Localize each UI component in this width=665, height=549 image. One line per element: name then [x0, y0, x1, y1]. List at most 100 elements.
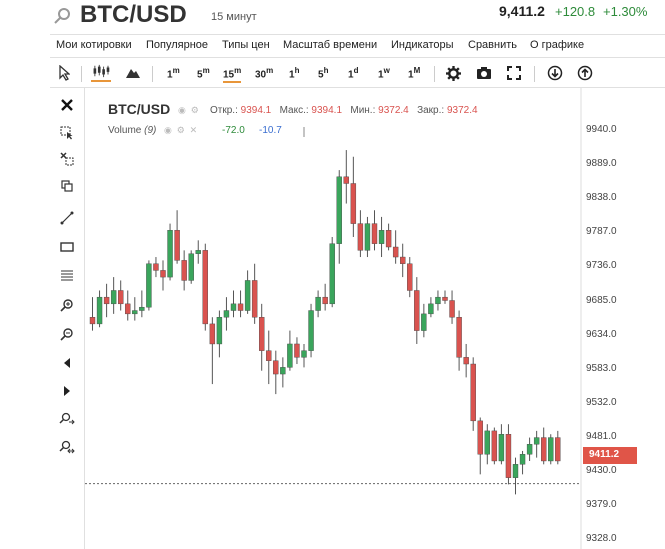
menu-price-types[interactable]: Типы цен — [222, 39, 270, 51]
candles-icon[interactable] — [91, 64, 111, 82]
interval-5m[interactable]: 5m — [197, 66, 210, 81]
interval-1w[interactable]: 1w — [378, 66, 390, 81]
horizontal-lines-icon[interactable] — [58, 266, 76, 284]
settings-gear-icon[interactable] — [446, 66, 461, 81]
search-icon[interactable] — [52, 6, 74, 26]
candle — [301, 343, 307, 368]
menu-time-scale[interactable]: Масштаб времени — [283, 39, 378, 51]
interval-1m[interactable]: 1m — [167, 66, 180, 81]
area-chart-icon[interactable] — [125, 67, 141, 79]
current-price-tag: 9411.2 — [583, 447, 637, 464]
candle — [329, 236, 335, 308]
candle — [470, 357, 476, 431]
candle — [146, 260, 152, 311]
volume-controls-icon[interactable]: ◉ ⚙ ✕ — [164, 125, 198, 136]
rectangle-tool-icon[interactable] — [58, 238, 76, 256]
interval-1d[interactable]: 1d — [348, 66, 359, 81]
copy-icon[interactable] — [58, 177, 76, 195]
candle — [512, 457, 519, 495]
interval-30m[interactable]: 30m — [255, 66, 274, 81]
chart-toolbar: 1m 5m 15m 30m 1h 5h 1d 1w 1M — [50, 60, 665, 88]
candle — [280, 357, 286, 388]
scroll-right-icon[interactable] — [58, 382, 76, 400]
select-tool-icon[interactable] — [58, 124, 76, 142]
cursor-icon[interactable] — [58, 65, 70, 81]
price-change-percent: +1.30% — [603, 4, 648, 19]
candle — [125, 290, 131, 321]
candle — [392, 230, 399, 264]
menu-popular[interactable]: Популярное — [146, 39, 209, 51]
candle — [273, 350, 279, 395]
y-tick-label: 9787.0 — [586, 226, 617, 238]
candle — [414, 277, 420, 344]
scroll-left-icon[interactable] — [58, 354, 76, 372]
candle — [519, 450, 526, 475]
y-tick-label: 9685.0 — [586, 294, 617, 306]
candle — [548, 434, 554, 465]
candle — [315, 290, 321, 318]
close-icon[interactable] — [58, 96, 76, 114]
candle — [96, 290, 103, 328]
chart-menu: Мои котировки Популярное Типы цен Масшта… — [50, 34, 665, 58]
candle — [357, 210, 364, 258]
delete-drawings-icon[interactable] — [58, 150, 76, 168]
candle — [259, 303, 265, 371]
candle — [202, 243, 209, 331]
zoom-out-icon[interactable] — [58, 325, 76, 343]
interval-5h[interactable]: 5h — [318, 66, 329, 81]
candle — [442, 290, 448, 304]
candle — [195, 240, 201, 264]
candle — [139, 290, 145, 318]
candle — [167, 223, 173, 281]
volume-value-2: -10.7 — [259, 125, 282, 136]
volume-label: Volume — [108, 125, 142, 136]
candle — [456, 310, 462, 371]
close-value: 9372.4 — [446, 105, 478, 116]
y-tick-label: 9532.0 — [586, 396, 617, 408]
interval-1M[interactable]: 1M — [408, 66, 421, 81]
candle — [103, 283, 110, 318]
upload-icon[interactable] — [577, 65, 593, 81]
candle — [132, 297, 138, 321]
candle — [407, 257, 413, 298]
volume-legend: Volume (9) — [108, 125, 156, 136]
candle — [209, 317, 216, 385]
download-icon[interactable] — [547, 65, 563, 81]
zoom-in-icon[interactable] — [58, 296, 76, 314]
candle — [237, 290, 244, 318]
candle — [533, 430, 540, 458]
volume-divider-icon — [303, 127, 305, 137]
pair-title: BTC/USD — [80, 1, 187, 28]
interval-15m[interactable]: 15m — [223, 66, 242, 84]
candle — [463, 343, 469, 378]
legend-visibility-icon[interactable]: ◉ ⚙ — [178, 105, 199, 116]
menu-compare[interactable]: Сравнить — [468, 39, 518, 51]
camera-icon[interactable] — [476, 66, 492, 80]
trend-line-icon[interactable] — [58, 209, 76, 227]
candle — [117, 280, 124, 311]
candle — [526, 437, 533, 461]
y-tick-label: 9328.0 — [586, 533, 617, 545]
y-tick-label: 9379.0 — [586, 499, 617, 511]
volume-value-1: -72.0 — [222, 125, 245, 136]
zoom-reset-icon[interactable] — [58, 410, 76, 428]
legend-symbol: BTC/USD — [108, 101, 171, 117]
high-value: 9394.1 — [311, 105, 343, 116]
candle — [491, 427, 498, 465]
candle — [230, 290, 237, 318]
y-tick-label: 9583.0 — [586, 362, 617, 374]
fullscreen-icon[interactable] — [507, 66, 521, 80]
menu-about-chart[interactable]: О графике — [530, 39, 585, 51]
candle — [343, 150, 349, 204]
candle — [378, 216, 385, 258]
interval-1h[interactable]: 1h — [289, 66, 300, 81]
low-label: Мин.: — [350, 105, 376, 116]
header: BTC/USD 15 минут 9,411.2 +120.8 +1.30% — [0, 0, 665, 32]
zoom-fit-icon[interactable] — [58, 438, 76, 456]
candle — [421, 303, 427, 338]
menu-indicators[interactable]: Индикаторы — [391, 39, 454, 51]
candle — [449, 290, 455, 324]
menu-my-quotes[interactable]: Мои котировки — [56, 39, 132, 51]
candle — [336, 170, 342, 264]
